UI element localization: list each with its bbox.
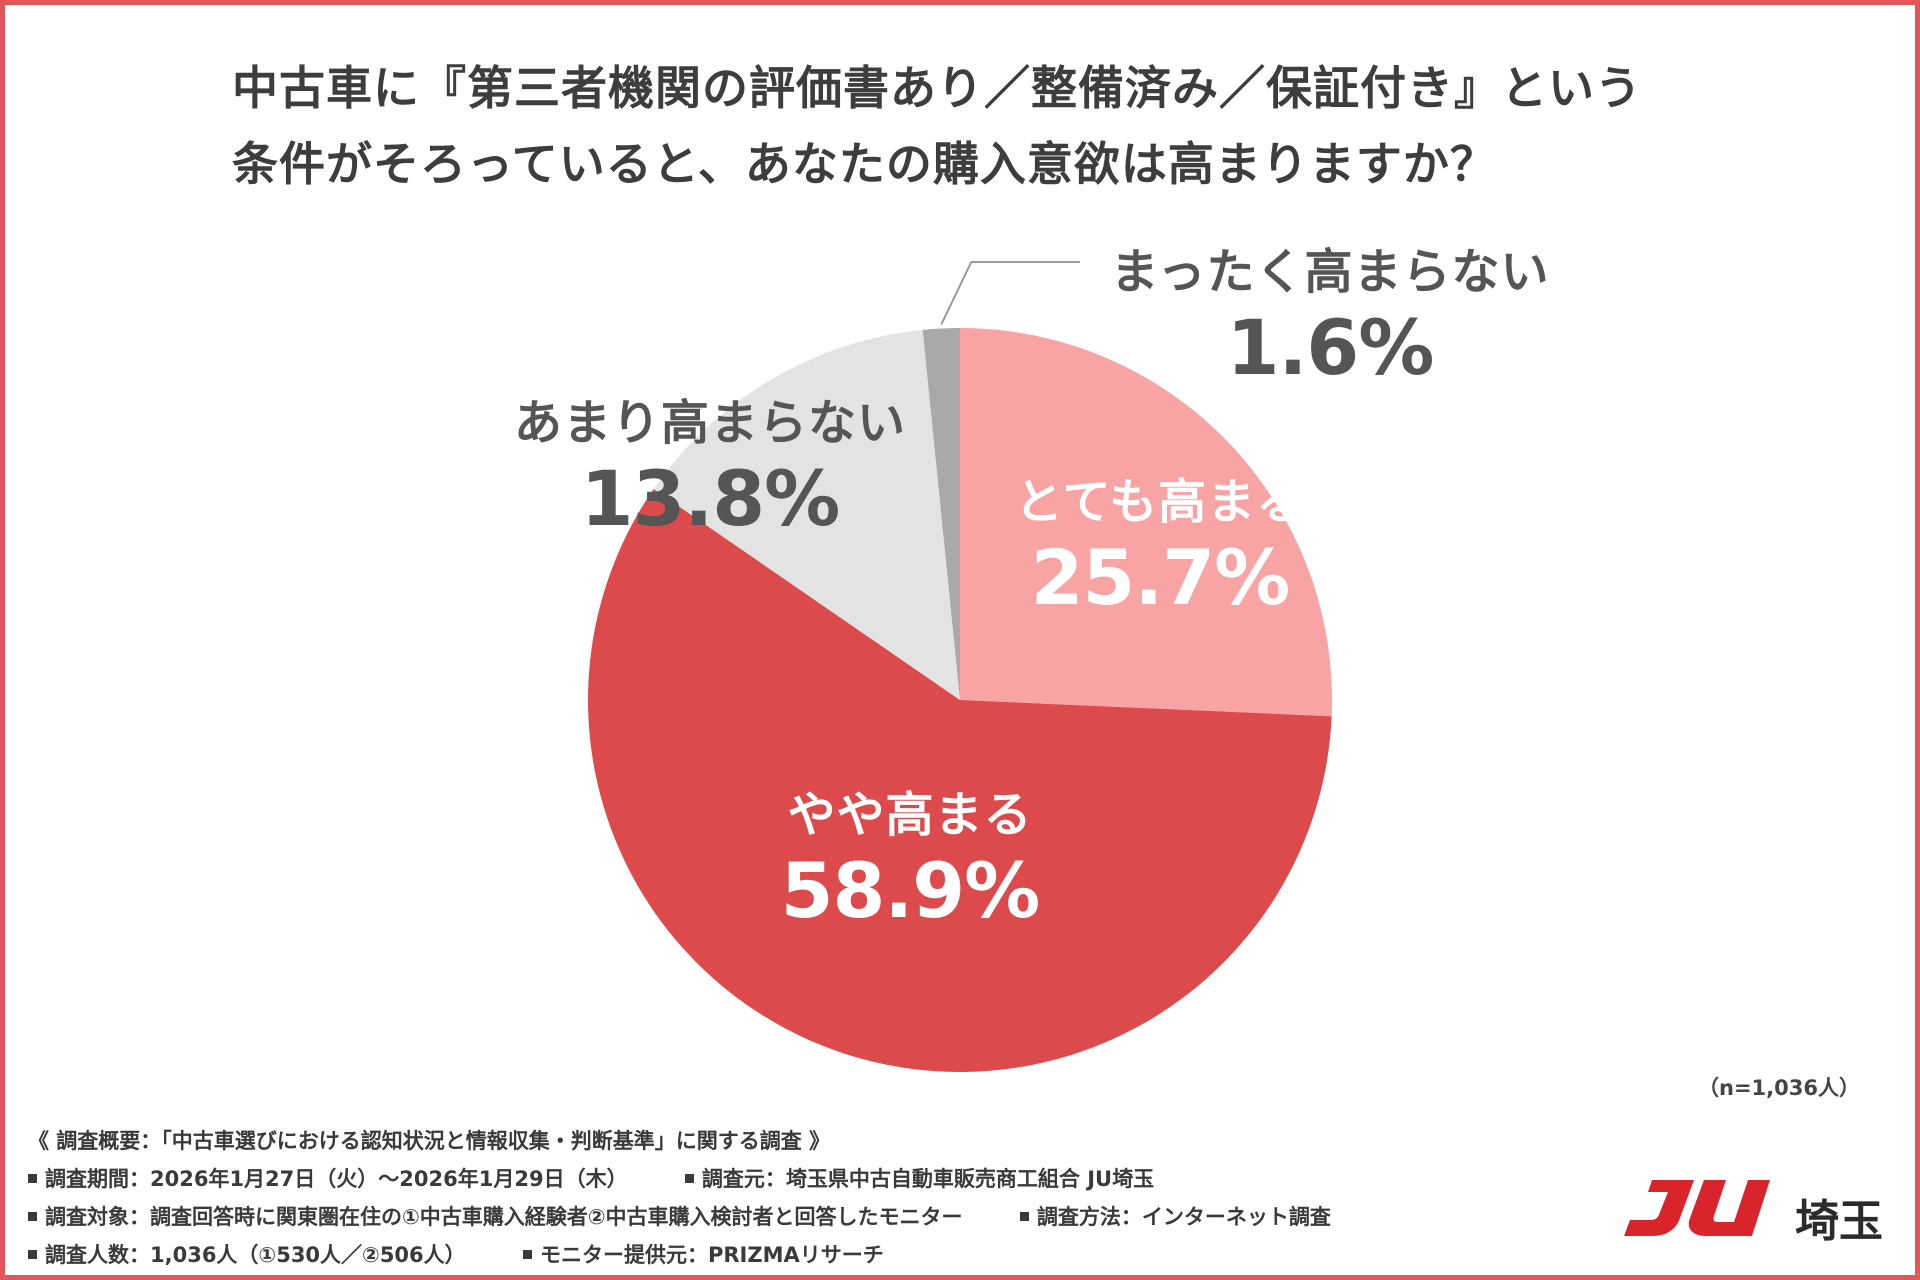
slice-name: まったく高まらない <box>1110 244 1550 300</box>
chart-title: 中古車に『第三者機関の評価書あり／整備済み／保証付き』という 条件がそろっている… <box>232 50 1642 202</box>
ju-logo-icon <box>1624 1180 1770 1236</box>
slice-label-not-at-all: まったく高まらない 1.6% <box>1080 232 1580 394</box>
title-line-1: 中古車に『第三者機関の評価書あり／整備済み／保証付き』という <box>232 61 1642 115</box>
note-period: 調査期間：2026年1月27日（火）〜2026年1月29日（木） <box>45 1167 628 1191</box>
slice-label-very-high: とても高まる 25.7% <box>950 462 1370 624</box>
slice-percent: 1.6% <box>1226 303 1435 392</box>
leader-line <box>940 261 1080 325</box>
logo-text: 埼玉 <box>1795 1196 1883 1247</box>
slice-label-not-much: あまり高まらない 13.8% <box>500 383 920 545</box>
slice-not-much <box>653 329 960 700</box>
slice-label-somewhat-high: やや高まる 58.9% <box>700 775 1120 937</box>
slice-very-high <box>960 328 1332 717</box>
note-method: 調査方法：インターネット調査 <box>1036 1205 1331 1229</box>
slice-name: あまり高まらない <box>513 395 906 451</box>
bullet-icon <box>1019 1211 1029 1221</box>
note-target: 調査対象：調査回答時に関東圏在住の①中古車購入経験者②中古車購入検討者と回答した… <box>45 1205 963 1229</box>
slice-name: やや高まる <box>787 787 1033 843</box>
bullet-icon <box>28 1173 37 1183</box>
slice-percent: 58.9% <box>780 846 1041 935</box>
note-source: 調査元：埼玉県中古自動車販売商工組合 JU埼玉 <box>701 1167 1155 1191</box>
bullet-icon <box>28 1211 37 1221</box>
survey-notes: 《 調査概要：「中古車選びにおける認知状況と情報収集・判断基準」に関する調査 》… <box>28 1122 1381 1274</box>
bullet-icon <box>28 1249 37 1259</box>
note-count: 調査人数：1,036人（①530人／②506人） <box>45 1243 466 1267</box>
slice-name: とても高まる <box>1014 474 1306 530</box>
bullet-icon <box>522 1249 532 1259</box>
slice-somewhat-high <box>587 488 1332 1073</box>
slice-percent: 25.7% <box>1030 533 1291 622</box>
title-line-2: 条件がそろっていると、あなたの購入意欲は高まりますか？ <box>232 137 1497 191</box>
sample-size: （n=1,036人） <box>1698 1076 1860 1100</box>
slice-percent: 13.8% <box>580 454 841 543</box>
bullet-icon <box>684 1173 694 1183</box>
note-provider: モニター提供元：PRIZMAリサーチ <box>539 1243 884 1267</box>
slice-not-at-all <box>922 328 960 700</box>
notes-header: 《 調査概要：「中古車選びにおける認知状況と情報収集・判断基準」に関する調査 》 <box>28 1129 831 1153</box>
